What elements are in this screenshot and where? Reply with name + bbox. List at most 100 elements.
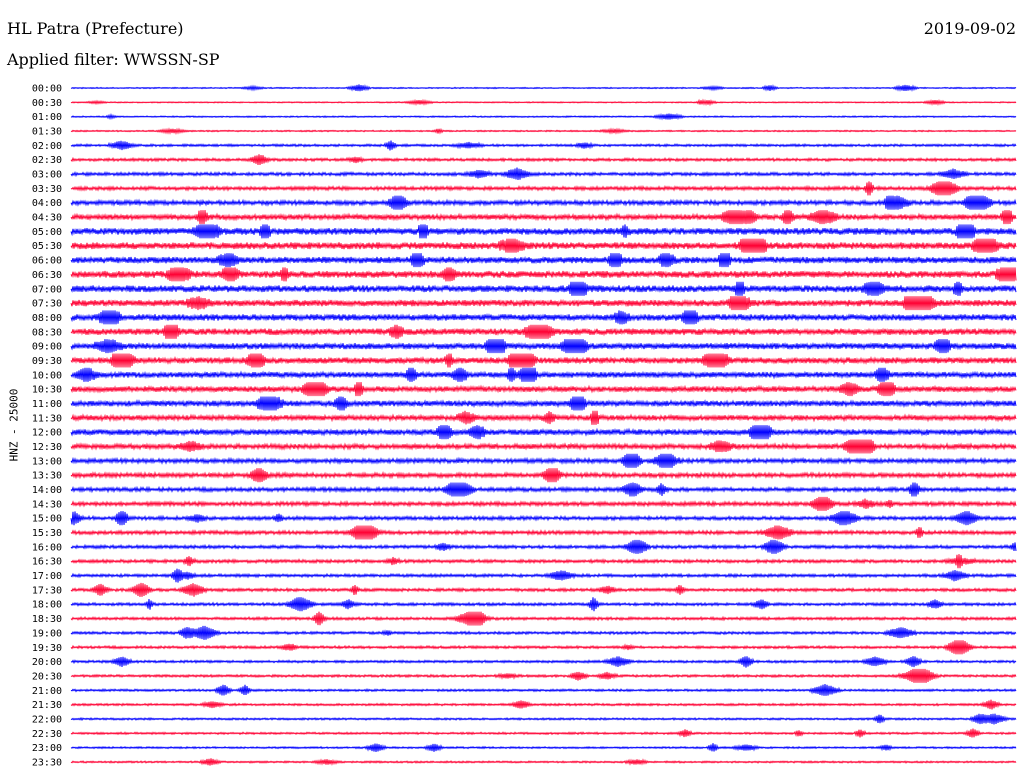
seismogram-trace [70, 238, 1017, 253]
seismogram-trace [70, 713, 1017, 725]
seismogram-trace [70, 367, 1017, 382]
seismogram-trace [70, 758, 1017, 766]
row-label: 04:00 [32, 198, 62, 209]
row-label: 21:00 [32, 686, 62, 697]
row-label: 18:00 [32, 600, 62, 611]
seismogram-trace [70, 611, 1017, 626]
row-label: 17:00 [32, 571, 62, 582]
seismogram-trace [70, 324, 1017, 339]
seismogram-trace [70, 525, 1017, 540]
row-label: 20:30 [32, 671, 62, 682]
row-label: 09:00 [32, 342, 62, 353]
row-label: 11:30 [32, 413, 62, 424]
seismogram-trace [70, 140, 1017, 151]
seismogram-trace [70, 482, 1017, 497]
row-label: 01:30 [32, 127, 62, 138]
row-label: 01:00 [32, 112, 62, 123]
seismogram-trace [70, 425, 1017, 440]
seismogram-trace [70, 127, 1017, 135]
seismogram-trace [70, 625, 1017, 640]
row-label: 12:30 [32, 442, 62, 453]
seismogram-trace [70, 154, 1017, 165]
seismogram-trace [70, 728, 1017, 738]
seismogram-trace [70, 310, 1017, 325]
row-label: 23:30 [32, 757, 62, 768]
seismogram-trace [70, 396, 1017, 411]
seismogram-trace [70, 597, 1017, 612]
row-label: 21:30 [32, 700, 62, 711]
row-label: 05:00 [32, 227, 62, 238]
row-label: 14:00 [32, 485, 62, 496]
row-label: 23:00 [32, 743, 62, 754]
row-label: 19:30 [32, 643, 62, 654]
seismogram-trace [70, 468, 1017, 483]
seismogram-trace [70, 353, 1017, 368]
date-label: 2019-09-02 [923, 19, 1016, 38]
filter-label: Applied filter: WWSSN-SP [7, 50, 220, 69]
row-label: 07:30 [32, 299, 62, 310]
row-label: 11:00 [32, 399, 62, 410]
row-label: 15:00 [32, 514, 62, 525]
seismogram-trace [70, 281, 1017, 296]
row-label: 16:30 [32, 557, 62, 568]
row-label: 02:30 [32, 155, 62, 166]
row-label: 22:00 [32, 714, 62, 725]
row-label: 02:00 [32, 141, 62, 152]
seismogram-trace [70, 496, 1017, 511]
seismogram-trace [70, 98, 1017, 107]
seismogram-trace [70, 296, 1017, 311]
row-label: 04:30 [32, 213, 62, 224]
seismogram-trace [70, 382, 1017, 397]
row-label: 18:30 [32, 614, 62, 625]
seismogram-trace [70, 267, 1017, 282]
seismogram-trace [70, 410, 1017, 425]
seismogram-trace [70, 668, 1017, 683]
seismogram-trace [70, 224, 1017, 239]
seismogram-trace [70, 582, 1017, 597]
row-label: 12:00 [32, 428, 62, 439]
row-label: 07:00 [32, 284, 62, 295]
row-label: 13:30 [32, 471, 62, 482]
row-label: 17:30 [32, 585, 62, 596]
seismogram-trace [70, 453, 1017, 468]
row-label: 06:30 [32, 270, 62, 281]
seismogram-trace [70, 84, 1017, 92]
seismogram-trace [70, 539, 1017, 554]
seismogram-trace [70, 554, 1017, 569]
seismogram-trace [70, 167, 1017, 181]
row-label: 06:00 [32, 256, 62, 267]
row-label: 16:00 [32, 542, 62, 553]
row-label: 03:00 [32, 170, 62, 181]
seismogram-trace [70, 743, 1017, 753]
seismogram-trace [70, 511, 1017, 526]
station-title: HL Patra (Prefecture) [7, 19, 184, 38]
seismogram-trace [70, 699, 1017, 710]
row-label: 10:30 [32, 385, 62, 396]
seismogram-trace [70, 568, 1017, 583]
seismogram-trace [70, 195, 1017, 210]
row-label: 00:00 [32, 84, 62, 95]
row-label: 15:30 [32, 528, 62, 539]
row-label: 05:30 [32, 241, 62, 252]
row-label: 00:30 [32, 98, 62, 109]
seismogram-trace [70, 339, 1017, 354]
row-label: 20:00 [32, 657, 62, 668]
row-label: 22:30 [32, 729, 62, 740]
row-label: 14:30 [32, 499, 62, 510]
seismogram-trace [70, 181, 1017, 196]
seismogram-trace [70, 112, 1017, 121]
row-label: 03:30 [32, 184, 62, 195]
row-label: 19:00 [32, 628, 62, 639]
row-label: 13:00 [32, 456, 62, 467]
seismogram-trace [70, 439, 1017, 454]
seismogram-trace [70, 640, 1017, 655]
seismogram-trace [70, 683, 1017, 696]
seismogram-trace [70, 253, 1017, 268]
seismogram-trace [70, 210, 1017, 225]
row-label: 10:00 [32, 370, 62, 381]
row-label: 08:30 [32, 327, 62, 338]
row-label: 08:00 [32, 313, 62, 324]
seismogram-trace [70, 656, 1017, 668]
row-label: 09:30 [32, 356, 62, 367]
